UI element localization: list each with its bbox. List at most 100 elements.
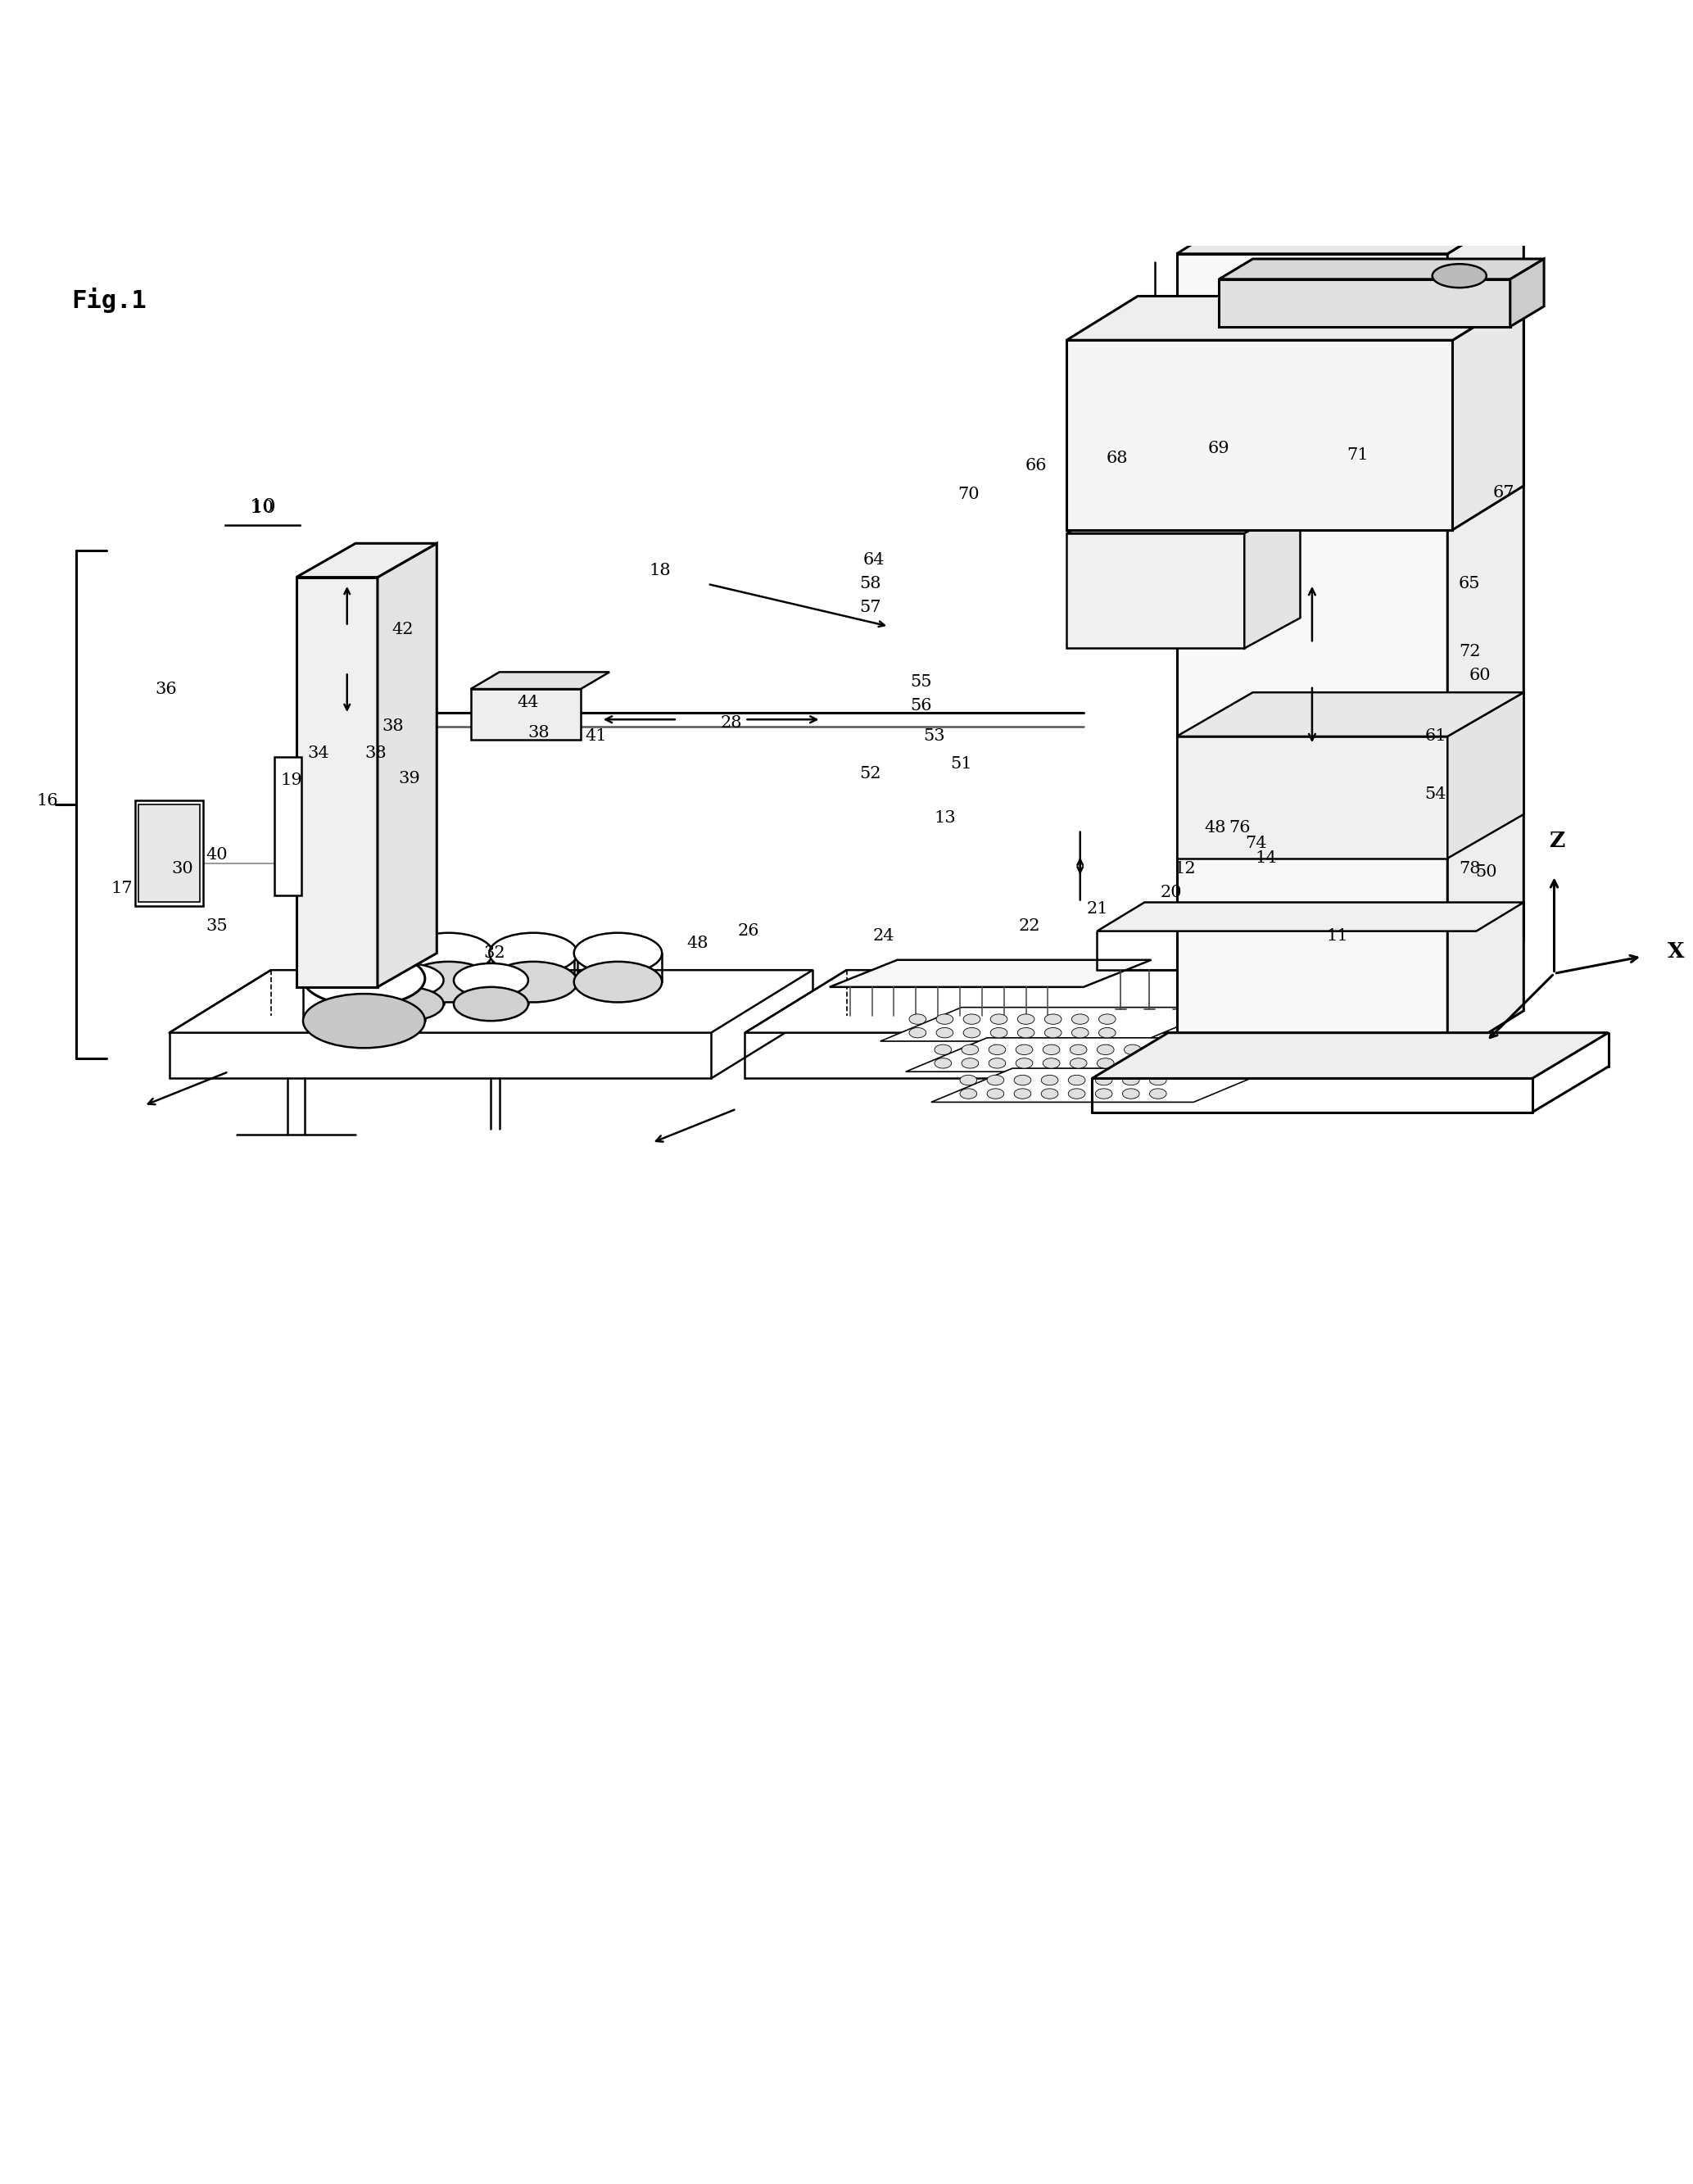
Polygon shape — [1219, 260, 1544, 280]
Ellipse shape — [489, 961, 577, 1002]
Text: 36: 36 — [156, 681, 176, 697]
Text: 69: 69 — [1209, 441, 1229, 456]
Text: 66: 66 — [1026, 459, 1046, 474]
Ellipse shape — [1070, 1044, 1087, 1055]
Text: 60: 60 — [1470, 668, 1490, 684]
Ellipse shape — [1150, 1088, 1166, 1099]
Text: 68: 68 — [1107, 450, 1128, 467]
Ellipse shape — [1095, 1075, 1112, 1085]
Polygon shape — [931, 1068, 1275, 1103]
Text: 22: 22 — [1019, 917, 1040, 935]
Text: 20: 20 — [1161, 885, 1182, 900]
Ellipse shape — [990, 1013, 1007, 1024]
Ellipse shape — [369, 963, 444, 998]
Ellipse shape — [962, 1057, 979, 1068]
Text: 11: 11 — [1327, 928, 1348, 943]
Ellipse shape — [990, 1029, 1007, 1037]
Ellipse shape — [405, 933, 493, 974]
Text: 65: 65 — [1459, 577, 1480, 592]
Text: 34: 34 — [308, 745, 328, 760]
Bar — [139, 804, 200, 902]
Ellipse shape — [405, 961, 493, 1002]
Text: 64: 64 — [863, 553, 884, 568]
Polygon shape — [169, 970, 813, 1033]
Polygon shape — [906, 1037, 1249, 1072]
Ellipse shape — [1097, 1044, 1114, 1055]
Ellipse shape — [1014, 1088, 1031, 1099]
Text: Fig.1: Fig.1 — [71, 288, 146, 312]
Text: 21: 21 — [1087, 902, 1107, 917]
Text: 40: 40 — [207, 847, 227, 863]
Ellipse shape — [1124, 1057, 1141, 1068]
Polygon shape — [1092, 1033, 1608, 1079]
Ellipse shape — [1017, 1013, 1034, 1024]
Ellipse shape — [960, 1075, 977, 1085]
Ellipse shape — [454, 987, 528, 1020]
Ellipse shape — [963, 1013, 980, 1024]
Polygon shape — [1510, 260, 1544, 328]
Polygon shape — [378, 544, 437, 987]
Ellipse shape — [936, 1029, 953, 1037]
Text: 32: 32 — [484, 946, 505, 961]
Text: 10: 10 — [252, 500, 273, 515]
Ellipse shape — [303, 952, 425, 1005]
Text: 55: 55 — [911, 675, 931, 690]
Text: X: X — [1668, 941, 1685, 961]
Text: 76: 76 — [1229, 819, 1249, 836]
Ellipse shape — [1016, 1044, 1033, 1055]
Text: 71: 71 — [1348, 448, 1368, 463]
Text: 72: 72 — [1459, 644, 1480, 660]
Polygon shape — [471, 673, 609, 688]
Text: 48: 48 — [1205, 819, 1226, 836]
Text: 74: 74 — [1246, 834, 1266, 852]
Ellipse shape — [574, 933, 662, 974]
Text: 44: 44 — [518, 695, 538, 710]
Ellipse shape — [1072, 1029, 1089, 1037]
Text: 26: 26 — [738, 924, 758, 939]
Text: 38: 38 — [366, 745, 386, 760]
Ellipse shape — [1099, 1029, 1116, 1037]
Ellipse shape — [989, 1057, 1006, 1068]
Ellipse shape — [1122, 1088, 1139, 1099]
Polygon shape — [1177, 692, 1524, 736]
Polygon shape — [1177, 207, 1524, 253]
Ellipse shape — [987, 1088, 1004, 1099]
Ellipse shape — [909, 1013, 926, 1024]
Bar — [1067, 341, 1453, 531]
Text: 50: 50 — [1476, 865, 1497, 880]
Text: 16: 16 — [37, 793, 58, 808]
Text: 13: 13 — [935, 810, 955, 826]
Ellipse shape — [963, 1029, 980, 1037]
Ellipse shape — [1072, 1013, 1089, 1024]
Text: 38: 38 — [383, 719, 403, 734]
Ellipse shape — [1150, 1075, 1166, 1085]
Ellipse shape — [489, 933, 577, 974]
Polygon shape — [1448, 692, 1524, 858]
Polygon shape — [830, 961, 1151, 987]
Text: 53: 53 — [924, 729, 945, 745]
Text: 17: 17 — [112, 880, 132, 898]
Ellipse shape — [1014, 1075, 1031, 1085]
Text: 57: 57 — [860, 601, 880, 616]
Text: 42: 42 — [393, 622, 413, 638]
Text: 51: 51 — [951, 756, 972, 771]
Bar — [296, 577, 378, 987]
Text: 54: 54 — [1426, 786, 1446, 802]
Text: 38: 38 — [528, 725, 549, 740]
Ellipse shape — [1070, 1057, 1087, 1068]
Text: 58: 58 — [860, 577, 880, 592]
Ellipse shape — [1041, 1088, 1058, 1099]
Text: Y: Y — [1453, 1061, 1470, 1081]
Ellipse shape — [1016, 1057, 1033, 1068]
Ellipse shape — [1124, 1044, 1141, 1055]
Polygon shape — [1067, 502, 1300, 533]
Ellipse shape — [987, 1075, 1004, 1085]
Ellipse shape — [909, 1029, 926, 1037]
Text: 24: 24 — [874, 928, 894, 943]
Text: 61: 61 — [1426, 729, 1446, 745]
Ellipse shape — [1099, 1013, 1116, 1024]
Ellipse shape — [960, 1088, 977, 1099]
Text: 48: 48 — [687, 935, 708, 950]
Ellipse shape — [1043, 1057, 1060, 1068]
Text: 70: 70 — [958, 487, 979, 502]
